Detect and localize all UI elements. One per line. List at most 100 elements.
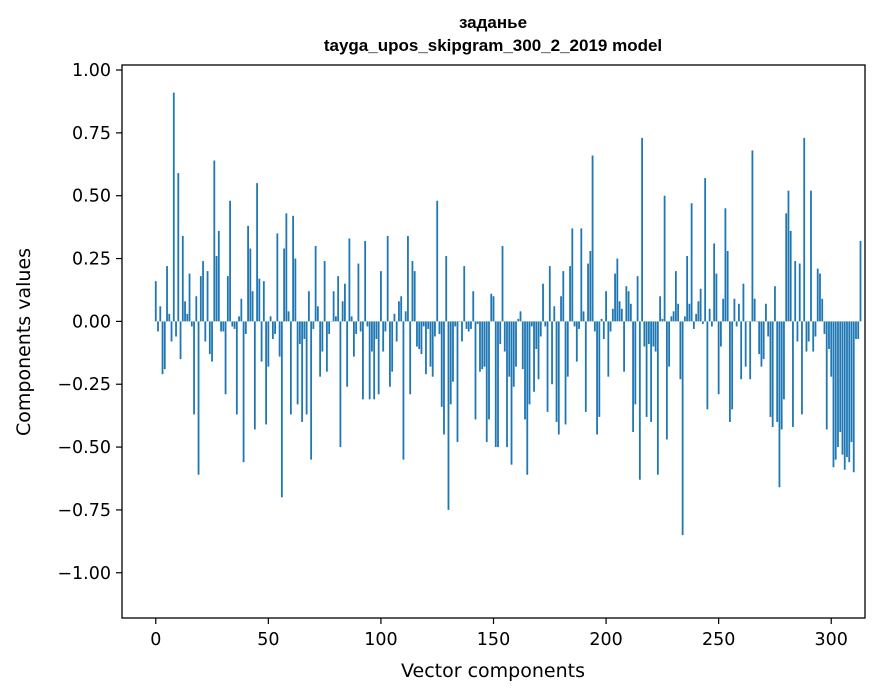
bar	[177, 173, 180, 322]
bar	[620, 308, 623, 322]
bar	[553, 306, 556, 322]
bar	[634, 321, 637, 405]
bar	[393, 313, 396, 322]
bar	[812, 321, 815, 352]
bar	[582, 311, 585, 322]
bar	[717, 321, 720, 395]
bar	[231, 321, 234, 327]
bar	[409, 321, 412, 395]
bar	[170, 321, 173, 342]
bar	[587, 263, 589, 322]
bar	[697, 301, 700, 322]
bar	[512, 321, 515, 387]
bar	[402, 321, 405, 460]
bar	[375, 321, 378, 339]
bar	[699, 288, 702, 322]
bar	[386, 235, 389, 322]
bar	[683, 316, 686, 322]
bar	[307, 291, 310, 322]
bar	[542, 283, 544, 322]
bar	[481, 321, 484, 370]
bar	[319, 321, 322, 377]
bar	[334, 316, 337, 322]
bar	[614, 273, 616, 322]
bar	[517, 318, 520, 322]
bar	[161, 321, 164, 375]
y-tick-label: 0.50	[72, 187, 111, 207]
bar	[672, 311, 675, 322]
bar	[366, 321, 369, 327]
bar	[814, 321, 817, 337]
bar	[503, 321, 506, 352]
bar	[663, 195, 666, 322]
bar	[202, 261, 204, 322]
bar	[510, 321, 513, 465]
bar	[803, 137, 806, 322]
bar	[287, 311, 290, 322]
bar	[249, 248, 252, 322]
bar	[819, 273, 821, 322]
plot-frame	[121, 64, 866, 619]
bar	[729, 321, 731, 422]
bar	[580, 228, 583, 322]
bar	[235, 321, 238, 415]
chart-title-line2: tayga_upos_skipgram_300_2_2019 model	[324, 36, 662, 55]
bar	[726, 251, 729, 322]
bar	[688, 303, 691, 322]
bar	[578, 321, 580, 329]
bar	[332, 291, 335, 322]
bar	[213, 160, 216, 322]
bar	[301, 321, 304, 422]
bar	[758, 321, 761, 355]
bar	[625, 286, 628, 322]
bar	[792, 321, 794, 427]
bar	[643, 321, 646, 347]
bar	[753, 298, 756, 322]
bar	[382, 321, 385, 352]
bar	[686, 256, 689, 322]
bar	[744, 321, 747, 367]
bar	[168, 313, 171, 322]
bar	[508, 321, 511, 377]
bar	[528, 321, 531, 405]
y-tick-label: −1.00	[57, 564, 111, 584]
bar	[499, 321, 502, 345]
bar	[751, 150, 754, 322]
bar	[256, 183, 258, 322]
bar	[175, 321, 177, 337]
bar	[674, 271, 677, 322]
bar	[166, 266, 168, 322]
bar	[443, 321, 445, 435]
bar	[832, 321, 835, 468]
bar	[398, 301, 400, 322]
bar	[346, 321, 349, 387]
bar	[859, 240, 862, 322]
bar	[794, 261, 797, 322]
bar	[771, 321, 774, 427]
bar	[656, 321, 659, 475]
bar	[416, 321, 418, 347]
bar	[353, 321, 355, 357]
chart-title-line1: заданье	[459, 13, 527, 32]
bar	[783, 321, 785, 400]
y-tick-label: −0.50	[57, 438, 111, 458]
bar	[778, 321, 781, 488]
bar	[488, 321, 490, 420]
bar	[276, 233, 279, 322]
bar	[506, 321, 508, 448]
bar	[325, 321, 328, 372]
bar	[181, 235, 184, 322]
bar	[271, 321, 274, 339]
bar	[339, 321, 342, 448]
bar	[391, 321, 394, 372]
bar	[260, 321, 263, 362]
x-tick-label: 0	[150, 630, 161, 650]
bar	[483, 321, 486, 367]
bar	[154, 281, 157, 322]
bar	[413, 271, 416, 322]
bar	[229, 200, 231, 322]
bar	[830, 321, 833, 377]
x-axis-ticks: 0 50 100 150 200 250 300	[150, 618, 848, 650]
bar	[344, 283, 346, 322]
